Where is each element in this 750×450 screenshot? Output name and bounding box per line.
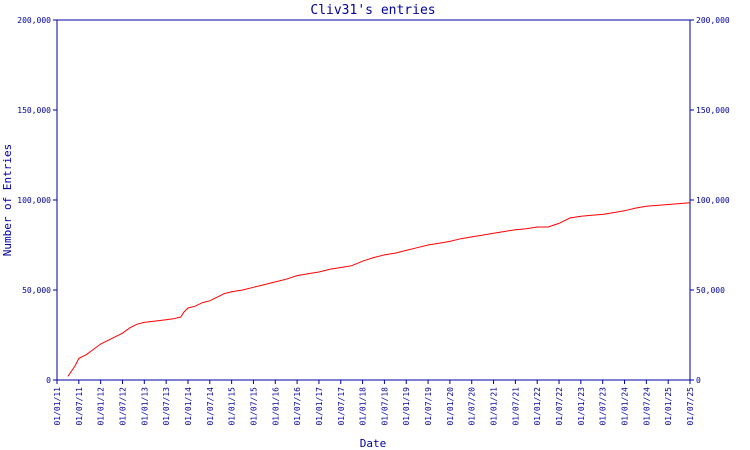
x-tick-label: 01/01/12 [97, 387, 106, 426]
y-tick-label-left: 0 [46, 376, 51, 385]
y-axis: 0 0 50,000 50,000 100,000 100,000 150,000 150,0… [17, 16, 730, 385]
x-tick-label: 01/07/13 [162, 387, 171, 426]
x-tick-label: 01/01/13 [140, 387, 149, 426]
x-tick-label: 01/07/23 [599, 387, 608, 426]
chart-title: Cliv31's entries [310, 3, 435, 18]
x-axis-label: Date [360, 437, 387, 450]
x-tick-label: 01/07/15 [249, 387, 258, 426]
x-tick-label: 01/01/16 [271, 387, 280, 426]
x-tick-label: 01/01/24 [621, 387, 630, 426]
x-tick-label: 01/07/14 [206, 387, 215, 426]
x-tick-label: 01/07/18 [380, 387, 389, 426]
y-axis-label: Number of Entries [1, 144, 14, 257]
x-tick-label: 01/01/15 [228, 387, 237, 426]
x-tick-label: 01/01/21 [490, 387, 499, 426]
y-tick-label-left: 100,000 [17, 196, 51, 205]
x-tick-label: 01/01/22 [533, 387, 542, 426]
y-tick-label-right: 150,000 [696, 106, 730, 115]
x-tick-label: 01/01/18 [359, 387, 368, 426]
x-tick-label: 01/01/23 [577, 387, 586, 426]
x-tick-label: 01/01/25 [664, 387, 673, 426]
plot-area-frame [56, 19, 691, 381]
x-axis: 01/01/11 01/07/11 01/01/12 01/07/12 01/01/13… [53, 380, 695, 426]
x-tick-label: 01/07/12 [118, 387, 127, 426]
x-tick-label: 01/07/20 [468, 387, 477, 426]
y-tick-label-right: 100,000 [696, 196, 730, 205]
x-tick-label: 01/01/14 [184, 387, 193, 426]
x-tick-label: 01/07/19 [424, 387, 433, 426]
y-tick-label-right: 0 [696, 376, 701, 385]
y-tick-label-right: 50,000 [696, 286, 725, 295]
x-tick-label: 01/01/17 [315, 387, 324, 426]
x-tick-label: 01/07/11 [75, 387, 84, 426]
y-tick-label-left: 150,000 [17, 106, 51, 115]
x-tick-label: 01/01/19 [402, 387, 411, 426]
x-tick-label: 01/01/11 [53, 387, 62, 426]
x-tick-label: 01/07/16 [293, 387, 302, 426]
x-tick-label: 01/07/17 [337, 387, 346, 426]
x-tick-label: 01/01/20 [446, 387, 455, 426]
series-group [67, 202, 691, 377]
y-tick-label-left: 200,000 [17, 16, 51, 25]
x-tick-label: 01/07/24 [642, 387, 651, 426]
x-tick-label: 01/07/22 [555, 387, 564, 426]
series-line [67, 202, 691, 377]
x-tick-label: 01/07/21 [511, 387, 520, 426]
y-tick-label-right: 200,000 [696, 16, 730, 25]
x-tick-label: 01/07/25 [686, 387, 695, 426]
y-tick-label-left: 50,000 [22, 286, 51, 295]
